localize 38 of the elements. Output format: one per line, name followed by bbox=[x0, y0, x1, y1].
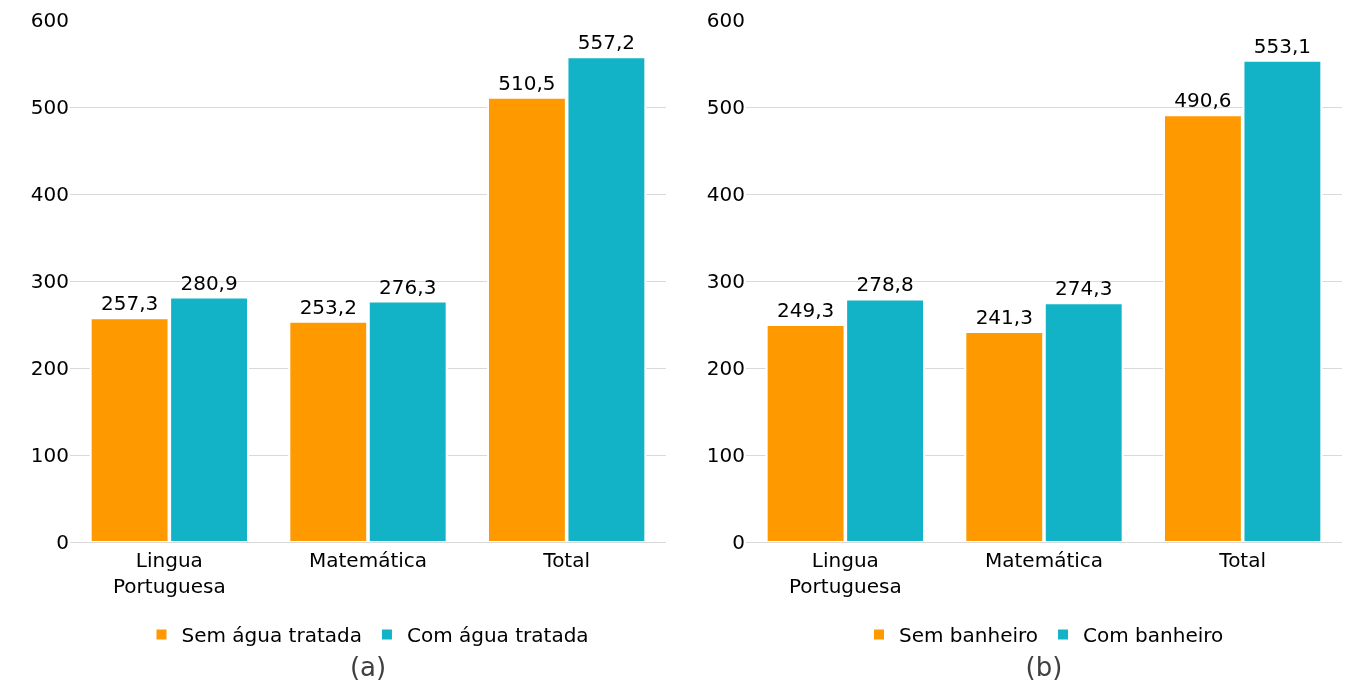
x-axis-title: (a) bbox=[349, 651, 387, 682]
y-tick-label: 400 bbox=[706, 182, 745, 206]
legend-label: Sem banheiro bbox=[899, 623, 1039, 648]
data-label: 553,1 bbox=[1253, 33, 1312, 58]
y-tick-label: 100 bbox=[30, 443, 69, 467]
y-tick-label: 600 bbox=[706, 8, 745, 32]
x-tick-label: Total bbox=[542, 548, 591, 572]
y-tick-label: 300 bbox=[706, 269, 745, 293]
y-tick-label: 0 bbox=[732, 530, 745, 554]
x-tick-label: Matemática bbox=[984, 548, 1104, 572]
legend-label: Sem água tratada bbox=[181, 623, 362, 648]
x-axis-title: (b) bbox=[1025, 651, 1063, 682]
legend-label: Com água tratada bbox=[406, 623, 589, 648]
data-label: 557,2 bbox=[577, 30, 636, 55]
data-label: 249,3 bbox=[776, 298, 835, 323]
y-tick-label: 400 bbox=[30, 182, 69, 206]
data-label: 241,3 bbox=[975, 305, 1033, 330]
data-label: 276,3 bbox=[379, 274, 437, 299]
data-label: 490,6 bbox=[1174, 88, 1232, 113]
x-tick-label: Matemática bbox=[308, 548, 428, 572]
y-tick-label: 200 bbox=[30, 356, 69, 380]
x-tick-label: Total bbox=[1218, 548, 1267, 572]
legend-label: Com banheiro bbox=[1083, 623, 1224, 648]
data-label: 274,3 bbox=[1055, 276, 1113, 301]
y-tick-label: 300 bbox=[30, 269, 69, 293]
y-tick-label: 100 bbox=[706, 443, 745, 467]
y-tick-label: 500 bbox=[706, 95, 745, 119]
y-tick-label: 600 bbox=[30, 8, 69, 32]
y-tick-label: 500 bbox=[30, 95, 69, 119]
y-tick-label: 0 bbox=[56, 530, 69, 554]
data-label: 280,9 bbox=[180, 270, 238, 295]
data-label: 253,2 bbox=[299, 294, 357, 319]
x-tick-label: Lingua Portuguesa bbox=[112, 548, 226, 598]
data-label: 510,5 bbox=[498, 70, 556, 95]
data-label: 278,8 bbox=[856, 272, 914, 297]
y-tick-label: 200 bbox=[706, 356, 745, 380]
data-label: 257,3 bbox=[100, 291, 159, 316]
x-tick-label: Lingua Portuguesa bbox=[788, 548, 902, 598]
